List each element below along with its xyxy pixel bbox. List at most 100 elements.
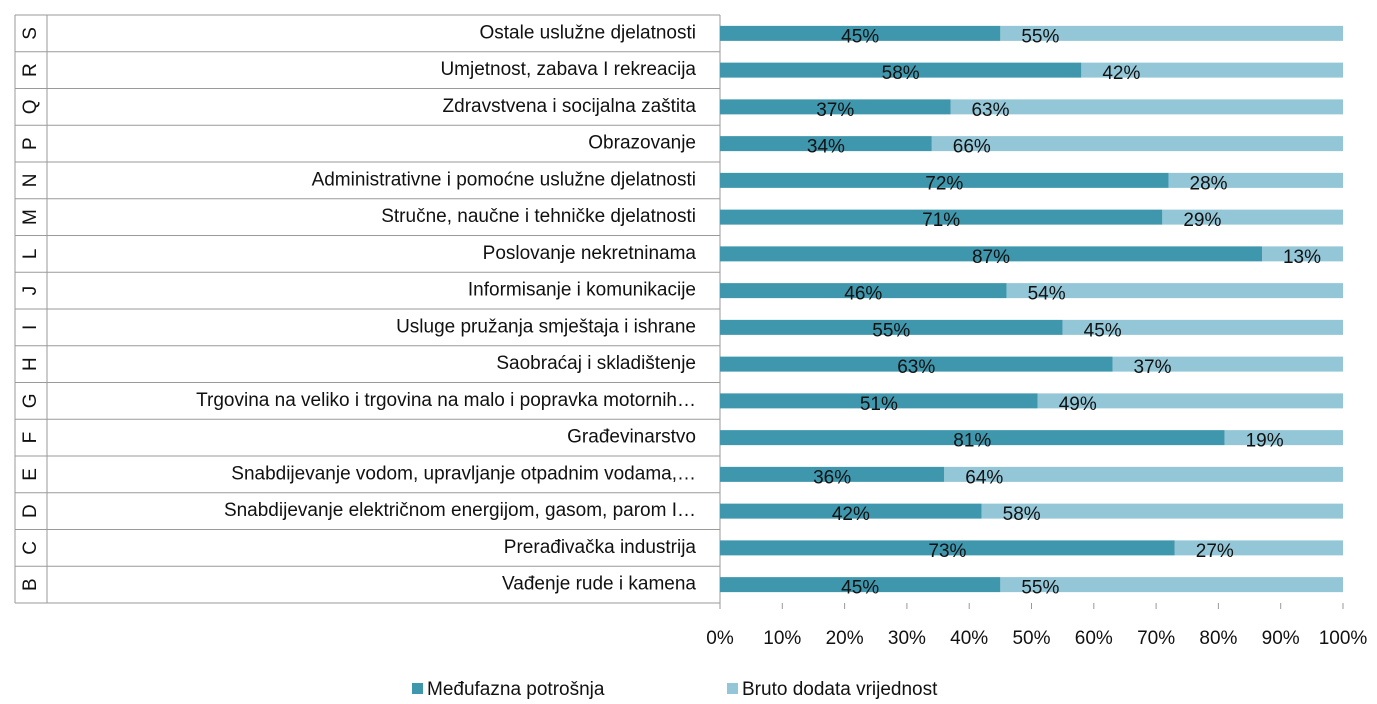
value-label: 55% xyxy=(1021,578,1059,599)
category-code: P xyxy=(20,137,41,150)
bar-segment xyxy=(1112,356,1343,372)
value-label: 45% xyxy=(841,578,879,599)
bar-segment xyxy=(720,99,951,115)
bar-segment xyxy=(950,99,1343,115)
category-code: S xyxy=(20,27,41,40)
value-label: 87% xyxy=(972,247,1010,268)
x-tick-label: 30% xyxy=(888,628,926,649)
category-label: Poslovanje nekretninama xyxy=(483,243,697,264)
value-label: 42% xyxy=(1102,63,1140,84)
category-label: Snabdijevanje električnom energijom, gas… xyxy=(224,500,696,521)
bar-segment xyxy=(720,136,932,152)
category-code: E xyxy=(20,468,41,481)
x-tick-label: 50% xyxy=(1012,628,1050,649)
category-code: D xyxy=(20,504,41,518)
bar-segment xyxy=(1224,430,1343,446)
category-label: Usluge pružanja smještaja i ishrane xyxy=(396,316,696,337)
category-label: Ostale uslužne djelatnosti xyxy=(479,22,696,43)
value-label: 55% xyxy=(1021,26,1059,47)
category-code: Q xyxy=(20,99,41,114)
bar-segment xyxy=(720,466,945,482)
value-label: 28% xyxy=(1190,173,1228,194)
value-label: 36% xyxy=(813,467,851,488)
value-label: 54% xyxy=(1028,284,1066,305)
bar-segment xyxy=(1262,246,1343,262)
value-label: 73% xyxy=(928,541,966,562)
value-label: 66% xyxy=(953,137,991,158)
category-code: H xyxy=(20,357,41,371)
category-code: L xyxy=(20,249,41,260)
category-code: R xyxy=(20,63,41,77)
x-tick-label: 0% xyxy=(706,628,734,649)
bar-segment xyxy=(1162,209,1343,225)
bar-segment xyxy=(720,540,1175,556)
bar-segment xyxy=(720,62,1082,78)
bar-segment xyxy=(720,356,1113,372)
category-code: B xyxy=(20,578,41,591)
value-label: 64% xyxy=(965,467,1003,488)
x-tick-label: 10% xyxy=(763,628,801,649)
bar-segment xyxy=(720,172,1169,188)
legend-label: Bruto dodata vrijednost xyxy=(742,679,938,700)
category-label: Zdravstvena i socijalna zaštita xyxy=(443,96,697,117)
category-label: Prerađivačka industrija xyxy=(504,537,697,558)
bar-segment xyxy=(1174,540,1343,556)
value-label: 42% xyxy=(832,504,870,525)
category-code: M xyxy=(20,209,41,225)
value-label: 37% xyxy=(1133,357,1171,378)
x-tick-label: 20% xyxy=(826,628,864,649)
value-label: 72% xyxy=(925,173,963,194)
value-label: 81% xyxy=(953,431,991,452)
bar-segment xyxy=(981,503,1343,519)
bar-segment xyxy=(1000,577,1343,593)
category-code: C xyxy=(20,541,41,555)
bar-segment xyxy=(1000,25,1343,41)
category-code: I xyxy=(20,325,41,330)
value-label: 58% xyxy=(1003,504,1041,525)
bar-segment xyxy=(1168,172,1343,188)
bar-segment xyxy=(720,503,982,519)
category-label: Saobraćaj i skladištenje xyxy=(496,353,696,374)
bar-segment xyxy=(944,466,1343,482)
category-code: N xyxy=(20,174,41,188)
category-label: Umjetnost, zabava I rekreacija xyxy=(440,59,696,80)
value-label: 19% xyxy=(1246,431,1284,452)
category-label: Informisanje i komunikacije xyxy=(468,280,696,301)
value-label: 27% xyxy=(1196,541,1234,562)
value-label: 58% xyxy=(882,63,920,84)
value-label: 63% xyxy=(897,357,935,378)
bar-segment xyxy=(720,25,1001,41)
value-label: 45% xyxy=(1084,320,1122,341)
x-tick-label: 40% xyxy=(950,628,988,649)
bar-segment xyxy=(1081,62,1343,78)
category-code: F xyxy=(20,432,41,444)
bar-segment xyxy=(1037,393,1343,409)
value-label: 51% xyxy=(860,394,898,415)
legend-swatch xyxy=(727,683,738,694)
x-tick-label: 100% xyxy=(1319,628,1368,649)
bar-segment xyxy=(720,319,1063,335)
value-label: 37% xyxy=(816,100,854,121)
category-code: J xyxy=(20,286,41,296)
bar-segment xyxy=(1062,319,1343,335)
value-label: 71% xyxy=(922,210,960,231)
category-label: Administrativne i pomoćne uslužne djelat… xyxy=(312,169,696,190)
value-label: 13% xyxy=(1283,247,1321,268)
value-label: 55% xyxy=(872,320,910,341)
value-label: 29% xyxy=(1183,210,1221,231)
category-code: G xyxy=(20,393,41,408)
bar-segment xyxy=(1006,283,1343,299)
value-label: 34% xyxy=(807,137,845,158)
legend-label: Međufazna potrošnja xyxy=(427,679,605,700)
category-label: Građevinarstvo xyxy=(567,427,696,448)
x-tick-label: 60% xyxy=(1075,628,1113,649)
bar-segment xyxy=(720,430,1225,446)
x-tick-label: 80% xyxy=(1199,628,1237,649)
x-tick-label: 70% xyxy=(1137,628,1175,649)
legend-swatch xyxy=(412,683,423,694)
value-label: 46% xyxy=(844,284,882,305)
bar-segment xyxy=(931,136,1343,152)
category-label: Snabdijevanje vodom, upravljanje otpadni… xyxy=(231,463,696,484)
value-label: 63% xyxy=(971,100,1009,121)
